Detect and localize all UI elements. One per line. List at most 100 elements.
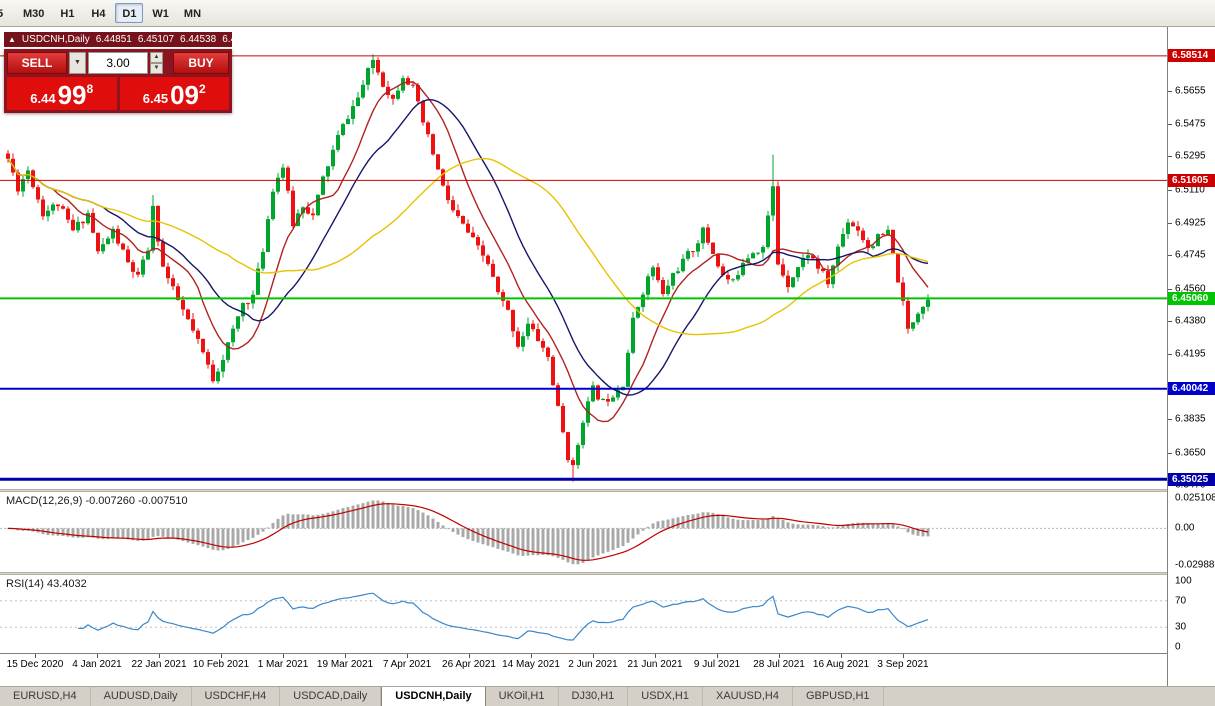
chart-tab-eurusd-h4[interactable]: EURUSD,H4 xyxy=(0,687,91,706)
time-label: 15 Dec 2020 xyxy=(6,659,64,670)
chart-tab-usdcnh-daily[interactable]: USDCNH,Daily xyxy=(381,687,486,706)
chart-tab-xauusd-h4[interactable]: XAUUSD,H4 xyxy=(703,687,793,706)
time-tick-mark xyxy=(593,654,594,658)
buy-button[interactable]: BUY xyxy=(173,52,229,74)
price-tick-mark xyxy=(1168,124,1172,125)
time-tick-mark xyxy=(841,654,842,658)
panel-splitter[interactable] xyxy=(0,572,1215,575)
price-tick-mark xyxy=(1168,354,1172,355)
panel-splitter[interactable] xyxy=(0,489,1215,492)
timeframe-button-mn[interactable]: MN xyxy=(183,8,202,20)
price-tick-mark xyxy=(1168,255,1172,256)
time-label: 28 Jul 2021 xyxy=(753,659,805,670)
price-tick-mark xyxy=(1168,453,1172,454)
volume-dropdown-icon[interactable]: ▼ xyxy=(69,52,86,74)
time-tick-mark xyxy=(345,654,346,658)
candlestick-chart[interactable] xyxy=(0,27,1167,489)
macd-axis-label: 0.00 xyxy=(1175,522,1195,534)
ma-line-45 xyxy=(7,157,929,336)
price-tick-mark xyxy=(1168,289,1172,290)
time-label: 21 Jun 2021 xyxy=(627,659,683,670)
time-tick-mark xyxy=(159,654,160,658)
time-label: 7 Apr 2021 xyxy=(382,659,432,670)
time-tick-mark xyxy=(35,654,36,658)
price-badge-6.45060: 6.45060 xyxy=(1168,292,1215,305)
price-tick-mark xyxy=(1168,419,1172,420)
collapse-triangle-icon[interactable]: ▲ xyxy=(8,34,16,44)
price-tick-label: 6.5655 xyxy=(1175,85,1206,97)
time-tick-mark xyxy=(655,654,656,658)
volume-input[interactable] xyxy=(88,52,148,74)
buy-price-big: 09 xyxy=(170,80,200,110)
time-label: 14 May 2021 xyxy=(502,659,560,670)
chart-tab-usdx-h1[interactable]: USDX,H1 xyxy=(628,687,703,706)
chart-tab-ukoil-h1[interactable]: UKOil,H1 xyxy=(486,687,559,706)
buy-price-prefix: 6.45 xyxy=(142,91,169,106)
candles xyxy=(6,54,930,482)
rsi-axis-label: 30 xyxy=(1175,621,1187,633)
ma-line-10 xyxy=(7,81,929,423)
time-label: 19 Mar 2021 xyxy=(316,659,374,670)
chart-tabs: EURUSD,H4 AUDUSD,Daily USDCHF,H4 USDCAD,Dai… xyxy=(0,686,1215,706)
time-tick-mark xyxy=(97,654,98,658)
chart-workspace: ▲ USDCNH,Daily 6.44851 6.45107 6.44538 6… xyxy=(0,27,1215,686)
quote-low: 6.44538 xyxy=(180,34,217,45)
rsi-axis-label: 70 xyxy=(1175,595,1187,607)
timeframe-toolbar: 5 M30 H1 H4 D1 W1 MN xyxy=(0,0,1215,27)
price-tick-mark xyxy=(1168,223,1172,224)
time-tick-mark xyxy=(717,654,718,658)
rsi-chart[interactable] xyxy=(0,575,1167,653)
price-tick-label: 6.4195 xyxy=(1175,348,1206,360)
chart-tab-usdcad-daily[interactable]: USDCAD,Daily xyxy=(280,687,382,706)
price-tick-mark xyxy=(1168,156,1172,157)
volume-up-icon[interactable]: ▲ xyxy=(150,52,163,63)
time-axis[interactable]: 15 Dec 2020 4 Jan 2021 22 Jan 2021 10 Feb 2… xyxy=(0,653,1167,675)
time-label: 4 Jan 2021 xyxy=(72,659,122,670)
sell-price[interactable]: 6.44 99 8 xyxy=(7,77,117,110)
rsi-label: RSI(14) 43.4032 xyxy=(6,578,87,590)
macd-chart[interactable] xyxy=(0,492,1167,572)
timeframe-button-h4[interactable]: H4 xyxy=(91,8,106,20)
rsi-panel[interactable]: RSI(14) 43.4032 xyxy=(0,575,1167,653)
price-tick-mark xyxy=(1168,91,1172,92)
sell-button[interactable]: SELL xyxy=(7,52,67,74)
quote-high: 6.45107 xyxy=(137,34,175,45)
timeframe-button-m30[interactable]: M30 xyxy=(23,8,45,20)
volume-stepper: ▲ ▼ xyxy=(150,52,163,74)
volume-down-icon[interactable]: ▼ xyxy=(150,63,163,74)
time-label: 26 Apr 2021 xyxy=(442,659,496,670)
timeframe-button-5[interactable]: 5 xyxy=(0,3,14,23)
price-tick-label: 6.3835 xyxy=(1175,413,1206,425)
macd-axis-label: 0.025108 xyxy=(1175,492,1215,504)
chart-header: ▲ USDCNH,Daily 6.44851 6.45107 6.44538 6… xyxy=(4,32,232,47)
rsi-axis-label: 100 xyxy=(1175,575,1192,587)
time-tick-mark xyxy=(469,654,470,658)
timeframe-button-d1[interactable]: D1 xyxy=(115,3,144,23)
sell-price-prefix: 6.44 xyxy=(30,91,56,106)
chart-tab-dj30-h1[interactable]: DJ30,H1 xyxy=(559,687,629,706)
time-tick-mark xyxy=(779,654,780,658)
buy-price-sup: 2 xyxy=(199,82,206,96)
chart-tab-usdchf-h4[interactable]: USDCHF,H4 xyxy=(192,687,281,706)
price-tick-label: 6.4380 xyxy=(1175,315,1206,327)
chart-tab-gbpusd-h1[interactable]: GBPUSD,H1 xyxy=(793,687,884,706)
macd-label: MACD(12,26,9) -0.007260 -0.007510 xyxy=(6,495,188,507)
time-tick-mark xyxy=(221,654,222,658)
macd-signal-line xyxy=(7,503,929,561)
main-chart[interactable]: ▲ USDCNH,Daily 6.44851 6.45107 6.44538 6… xyxy=(0,27,1167,489)
macd-histogram xyxy=(6,500,930,565)
symbol-title: USDCNH,Daily xyxy=(21,34,90,45)
chart-tab-audusd-daily[interactable]: AUDUSD,Daily xyxy=(91,687,192,706)
one-click-trade-panel: SELL ▼ ▲ ▼ BUY 6.44 99 8 xyxy=(4,49,232,113)
time-label: 3 Sep 2021 xyxy=(877,659,929,670)
buy-price[interactable]: 6.45 09 2 xyxy=(119,77,229,110)
price-tick-mark xyxy=(1168,190,1172,191)
time-label: 10 Feb 2021 xyxy=(192,659,250,670)
macd-panel[interactable]: MACD(12,26,9) -0.007260 -0.007510 xyxy=(0,492,1167,572)
time-tick-mark xyxy=(531,654,532,658)
sell-price-sup: 8 xyxy=(86,82,94,96)
timeframe-button-w1[interactable]: W1 xyxy=(152,8,169,20)
price-axis[interactable]: 6.5655 6.5475 6.5295 6.5110 6.4925 6.4745 6.45… xyxy=(1167,27,1215,686)
timeframe-button-h1[interactable]: H1 xyxy=(60,8,75,20)
price-badge-6.51605: 6.51605 xyxy=(1168,174,1215,187)
